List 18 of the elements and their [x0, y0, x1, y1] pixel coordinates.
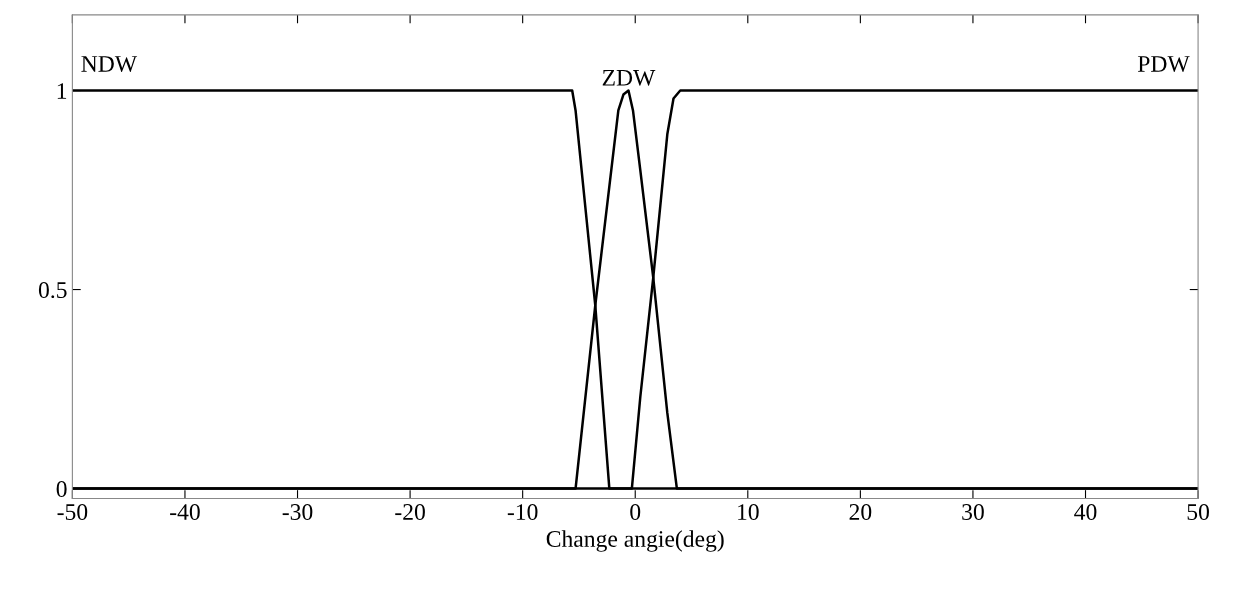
x-tick-label: -20 — [395, 504, 425, 520]
x-axis-title: Change angie(deg) — [546, 530, 724, 552]
x-tick-label: -50 — [57, 504, 88, 520]
x-tick-label: 50 — [1187, 504, 1209, 520]
y-tick-label: 0.5 — [38, 282, 67, 299]
y-tick-label: 1 — [57, 83, 67, 99]
series-label: PDW — [1137, 56, 1190, 72]
series-label: NDW — [81, 56, 138, 72]
series-label: ZDW — [602, 70, 656, 86]
x-tick-label: 10 — [738, 504, 759, 520]
y-tick-label: 0 — [56, 481, 67, 497]
x-tick-label: 30 — [962, 504, 984, 520]
x-tick-label: -40 — [170, 504, 200, 520]
x-tick-label: -10 — [507, 504, 538, 520]
x-tick-label: -30 — [282, 504, 313, 520]
x-tick-label: 20 — [849, 504, 872, 520]
x-tick-label: 0 — [630, 504, 641, 520]
x-tick-label: 40 — [1074, 504, 1097, 520]
